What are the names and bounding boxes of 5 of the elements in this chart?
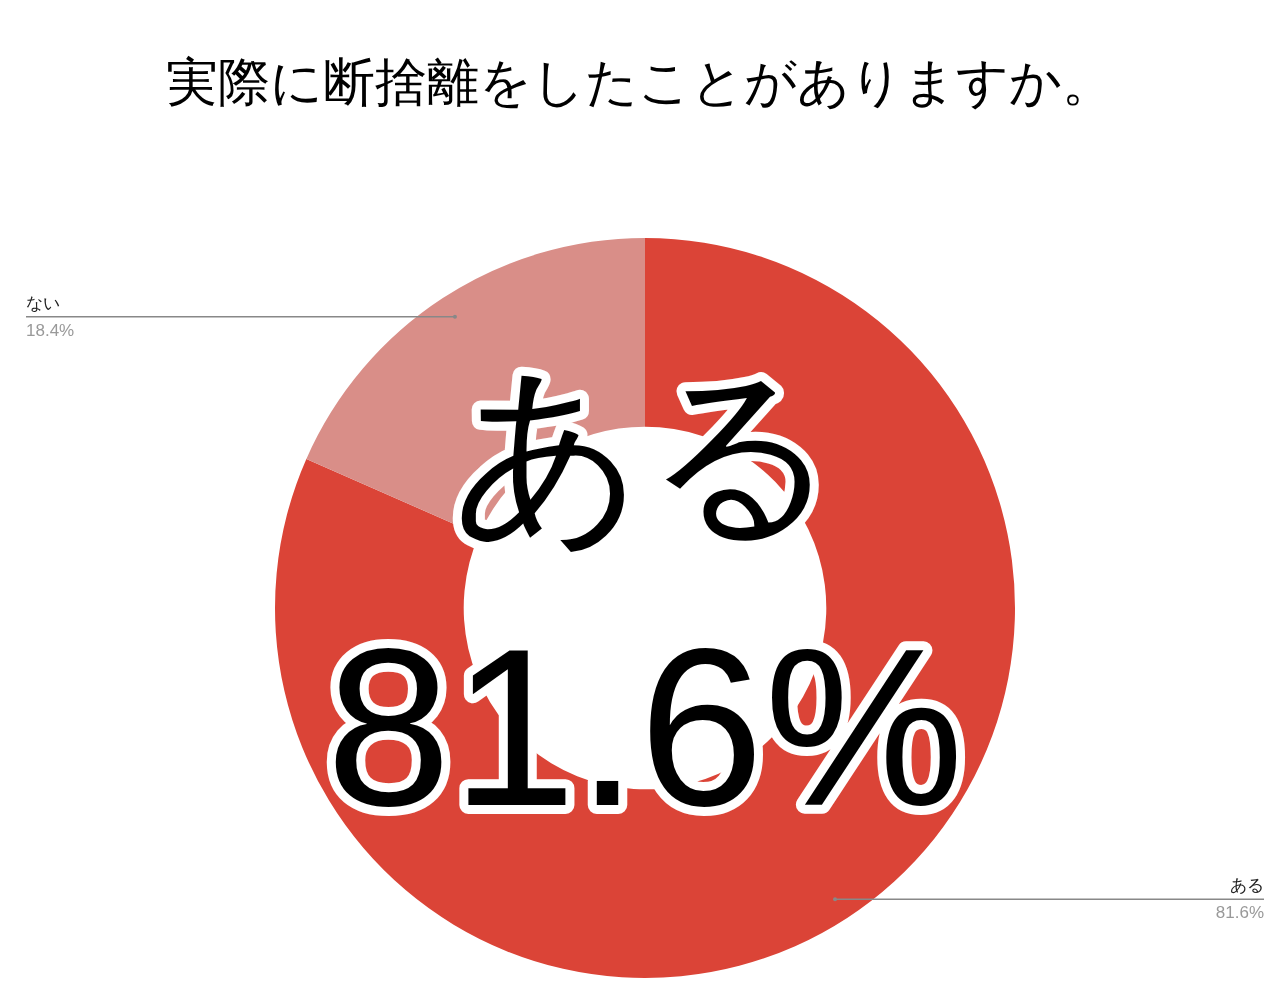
data-label: 81.6% (1215, 903, 1264, 923)
data-label: 18.4% (26, 320, 75, 340)
chart-title: 実際に断捨離をしたことがありますか。 (166, 53, 1114, 112)
slice-label: ない (26, 293, 60, 313)
slice-label: ある (1230, 876, 1264, 896)
